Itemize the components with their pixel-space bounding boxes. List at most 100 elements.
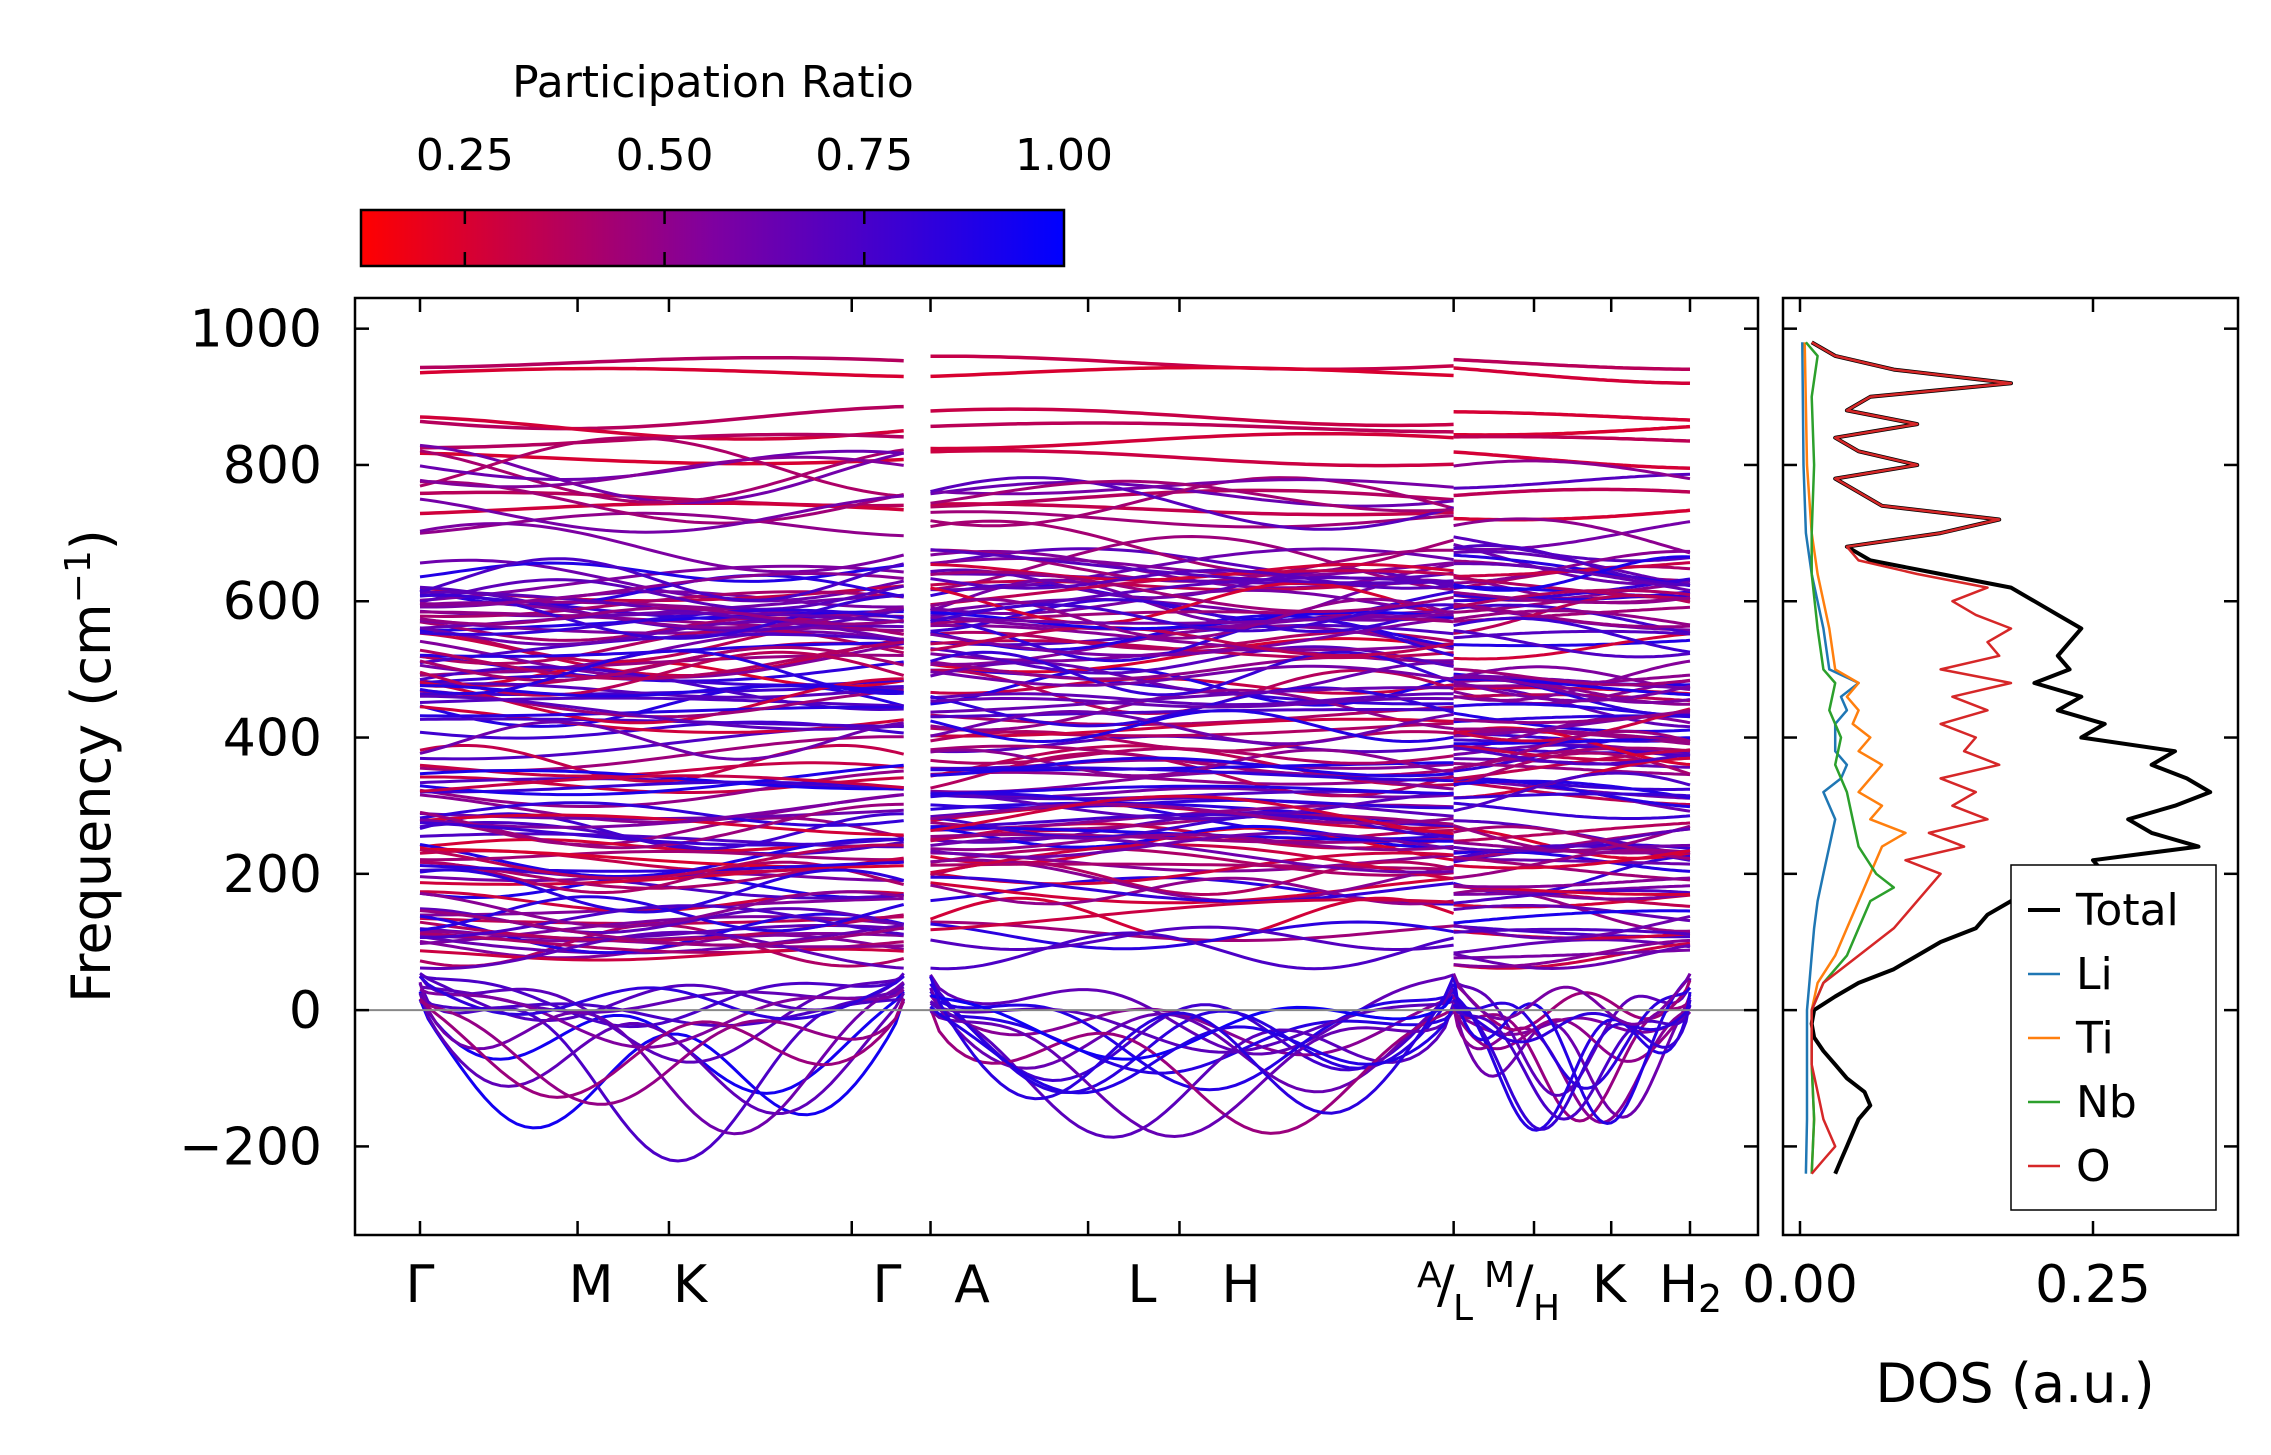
band-line xyxy=(1453,729,1691,770)
dos-panel: 0.00 0.25 DOS (a.u.) Total Li Ti Nb O xyxy=(1742,296,2240,1415)
band-line xyxy=(1453,424,1691,437)
band-line xyxy=(930,876,1454,905)
band-y-axis-label: Frequency (cm−1) xyxy=(58,529,123,1003)
colorbar-label: Participation Ratio xyxy=(512,57,914,108)
band-line xyxy=(1452,994,1692,1119)
band-line xyxy=(1453,410,1691,422)
band-line xyxy=(930,562,1454,582)
band-line xyxy=(1453,727,1691,743)
y-tick-label: 400 xyxy=(223,709,322,769)
band-line xyxy=(1453,779,1691,800)
band-line xyxy=(1453,659,1691,702)
band-line xyxy=(1453,520,1691,551)
band-line xyxy=(420,904,904,939)
band-line xyxy=(930,931,1454,971)
band-line xyxy=(1453,771,1691,813)
band-k-ticks xyxy=(418,298,1692,1235)
band-line xyxy=(1452,998,1692,1131)
band-line xyxy=(419,930,904,970)
legend-items: Total Li Ti Nb O xyxy=(2028,885,2179,1192)
colorbar-tick-label: 0.25 xyxy=(416,130,514,181)
band-line xyxy=(930,476,1454,531)
band-line xyxy=(418,974,905,1064)
band-line xyxy=(1453,674,1691,690)
band-line xyxy=(419,850,904,862)
band-line xyxy=(1453,508,1691,522)
band-line xyxy=(419,366,904,379)
band-line xyxy=(930,794,1454,836)
band-line xyxy=(1452,1004,1692,1121)
band-line xyxy=(419,448,904,504)
legend-label-total: Total xyxy=(2075,885,2179,936)
kpoint-label-h2: H 2 xyxy=(1659,1255,1722,1321)
band-line xyxy=(930,479,1454,513)
band-line xyxy=(930,354,1454,372)
band-line xyxy=(930,597,1455,640)
band-line xyxy=(1453,927,1691,936)
band-line xyxy=(419,909,904,947)
colorbar-tick-label: 1.00 xyxy=(1015,130,1113,181)
band-line xyxy=(418,975,905,1021)
dos-legend: Total Li Ti Nb O xyxy=(2010,864,2217,1211)
band-line xyxy=(1453,948,1691,960)
band-line xyxy=(930,831,1454,859)
band-line xyxy=(419,761,904,778)
band-line xyxy=(420,847,904,869)
band-line xyxy=(930,747,1454,765)
kpoint-label-a-l-top: A xyxy=(1417,1255,1442,1296)
band-line xyxy=(1453,357,1690,371)
band-line xyxy=(419,801,904,827)
band-line xyxy=(930,843,1454,881)
band-line xyxy=(1453,366,1691,386)
band-line xyxy=(1453,943,1691,971)
band-line xyxy=(1453,562,1691,592)
y-label-sup: −1 xyxy=(58,550,99,603)
band-line xyxy=(930,994,1455,1061)
band-line xyxy=(1452,991,1692,1132)
band-line xyxy=(1453,938,1691,969)
band-line xyxy=(419,494,904,534)
band-line xyxy=(1453,667,1691,687)
band-line xyxy=(1453,801,1691,820)
band-line xyxy=(1452,973,1692,1126)
band-line xyxy=(1453,609,1691,627)
band-line xyxy=(930,697,1454,709)
band-line xyxy=(419,415,904,441)
band-line xyxy=(419,947,904,962)
colorbar-tick-label: 0.50 xyxy=(616,130,714,181)
y-tick-label: 1000 xyxy=(190,300,322,360)
band-line xyxy=(419,813,904,837)
kpoint-label-m-h-top: M xyxy=(1484,1255,1515,1296)
band-line xyxy=(1453,459,1691,481)
colorbar-gradient xyxy=(359,208,1066,268)
band-line xyxy=(1453,855,1691,882)
band-line xyxy=(930,664,1454,687)
band-line xyxy=(1453,792,1691,800)
band-line xyxy=(1453,555,1691,592)
band-line xyxy=(419,404,904,431)
dos-axes-frame xyxy=(1781,296,2240,1237)
band-line xyxy=(1452,972,1692,1026)
y-label-main: Frequency (cm xyxy=(60,603,123,1003)
band-line xyxy=(930,407,1454,428)
band-line xyxy=(419,793,904,829)
y-label-close: ) xyxy=(60,529,123,550)
band-line xyxy=(419,640,904,681)
band-line xyxy=(419,705,904,718)
legend-label-o: O xyxy=(2076,1141,2111,1192)
band-line xyxy=(930,709,1454,746)
band-line xyxy=(930,898,1454,932)
band-line xyxy=(420,780,904,794)
band-structure-panel: −200 0 200 400 600 800 1000 Γ M K Γ A L H A / … xyxy=(58,296,1760,1329)
band-line xyxy=(929,1009,1455,1139)
kpoint-label-l: L xyxy=(1128,1255,1157,1315)
band-line xyxy=(1453,938,1691,955)
kpoint-label-m-h-bottom: H xyxy=(1533,1288,1560,1329)
band-line xyxy=(1453,827,1691,853)
dos-x-tick-label: 0.00 xyxy=(1742,1255,1858,1315)
band-line xyxy=(419,868,905,914)
band-line xyxy=(419,455,904,489)
band-line xyxy=(930,790,1454,821)
band-axes-frame xyxy=(353,296,1760,1237)
y-tick-label: 800 xyxy=(223,436,322,496)
